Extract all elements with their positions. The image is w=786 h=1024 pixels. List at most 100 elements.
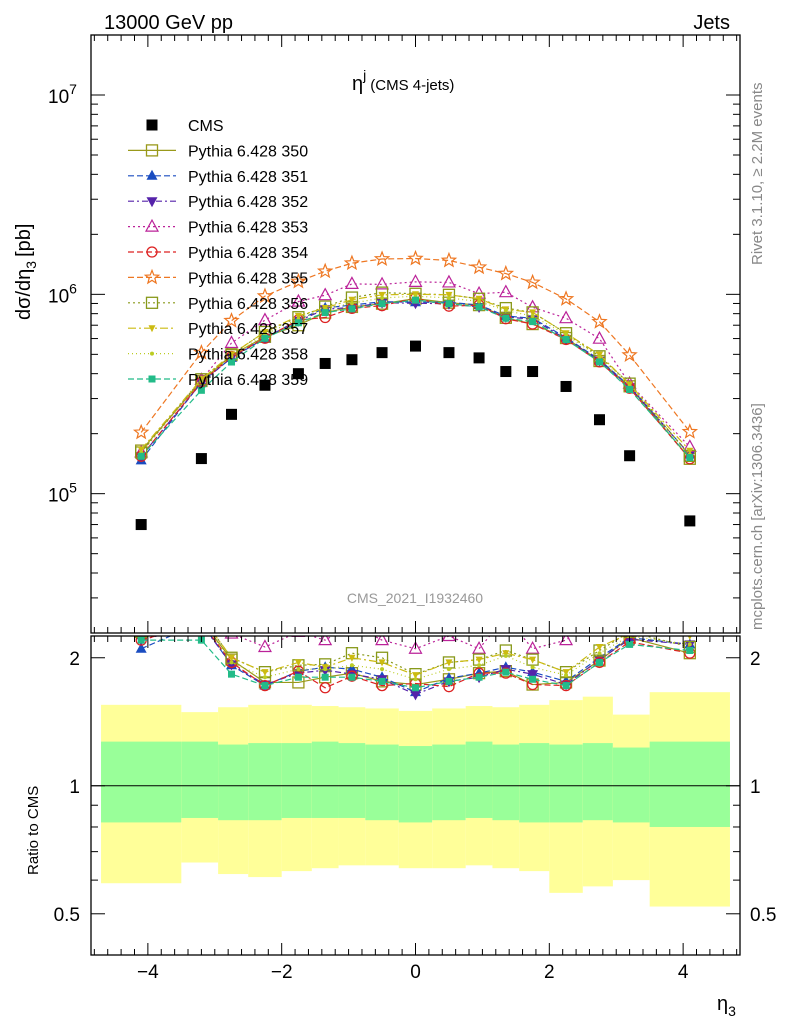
ratio-line — [235, 636, 573, 650]
legend-label: Pythia 6.428 355 — [188, 270, 308, 287]
legend-marker — [145, 296, 159, 309]
cms-point — [376, 347, 388, 359]
series-point — [499, 301, 512, 315]
rivet-label: Rivet 3.1.10, ≥ 2.2M events — [749, 83, 766, 266]
series-point — [373, 250, 391, 266]
x-tick-label: 4 — [678, 962, 689, 983]
ratio-line — [141, 636, 690, 689]
ratio-tick-label-right: 2 — [750, 649, 761, 670]
ratio-point — [560, 679, 572, 692]
series-point — [445, 300, 453, 308]
series-point — [445, 291, 453, 299]
series-point — [197, 386, 205, 394]
series-point — [477, 299, 482, 304]
ratio-point — [262, 675, 267, 680]
series-point — [407, 249, 424, 266]
ratio-point — [412, 672, 419, 680]
legend-entry-9: Pythia 6.428 358 — [128, 347, 308, 364]
ratio-tick-label-right: 1 — [750, 777, 761, 798]
series-point — [529, 309, 537, 317]
band-green — [338, 743, 366, 818]
axes-frames: −4 −2 0 2 4 105 106 107 0.5 0.5 1 1 2 2 — [48, 34, 776, 983]
cms-point — [473, 352, 485, 364]
legend-marker — [145, 144, 159, 157]
ratio-tick-label-left: 1 — [69, 777, 80, 798]
legend-marker-cms — [146, 119, 158, 131]
ratio-point — [686, 647, 694, 655]
series-point — [441, 274, 456, 288]
series-point — [502, 314, 510, 322]
ratio-point — [261, 682, 269, 690]
ratio-point — [626, 640, 634, 648]
series-point — [681, 423, 699, 439]
main-plot-series — [132, 249, 699, 465]
series-point — [626, 385, 634, 393]
ratio-point — [559, 666, 573, 679]
legend-label: Pythia 6.428 352 — [188, 194, 308, 211]
series-point — [132, 423, 150, 440]
series-line — [140, 281, 691, 453]
ratio-point — [595, 643, 603, 651]
uncertainty-bands — [101, 692, 730, 907]
series-point — [256, 287, 274, 304]
series-point — [348, 305, 356, 313]
series-point — [562, 336, 570, 344]
series-point — [294, 312, 302, 320]
cms-point — [500, 366, 512, 378]
legend-label: Pythia 6.428 359 — [188, 372, 308, 389]
legend-label: Pythia 6.428 357 — [188, 321, 308, 338]
series-point — [530, 313, 535, 318]
legend-label: Pythia 6.428 353 — [188, 220, 308, 237]
ratio-point — [228, 670, 236, 678]
series-point — [137, 446, 145, 454]
series-point — [349, 301, 354, 306]
band-green — [612, 747, 650, 823]
series-point — [318, 287, 333, 301]
series-point — [137, 452, 145, 460]
series-point — [524, 273, 541, 290]
series-point — [686, 447, 694, 455]
x-tick-label: −4 — [137, 962, 159, 983]
series-point — [229, 354, 234, 359]
legend-marker — [148, 325, 156, 333]
ratio-point — [294, 659, 302, 667]
legend-marker — [143, 268, 161, 285]
ratio-point — [257, 639, 272, 653]
ratio-point — [477, 663, 482, 668]
ratio-point — [378, 659, 386, 667]
ratio-point — [441, 636, 456, 642]
band-green — [281, 743, 312, 818]
series-point — [316, 262, 334, 279]
series-point — [564, 332, 569, 337]
mcplots-label: mcplots.cern.ch [arXiv:1306.3436] — [749, 403, 766, 630]
ratio-point — [475, 673, 483, 681]
series-point — [529, 318, 537, 326]
ratio-point — [597, 651, 602, 656]
chart-title: ηj(CMS 4-jets) — [352, 67, 454, 95]
ratio-point — [502, 668, 510, 676]
series-point — [195, 373, 208, 386]
series-point — [470, 258, 488, 275]
ratio-point — [475, 656, 483, 664]
legend-label: Pythia 6.428 356 — [188, 296, 308, 313]
ratio-point — [348, 673, 356, 681]
series-point — [408, 274, 423, 287]
ratio-point — [525, 640, 540, 654]
legend-marker — [146, 197, 158, 208]
legend-entry-6: Pythia 6.428 355 — [128, 268, 308, 287]
series-point — [223, 312, 240, 328]
series-point — [595, 358, 603, 366]
band-green — [549, 744, 583, 823]
legend-marker — [146, 169, 158, 180]
ratio-point — [593, 656, 606, 669]
cms-point — [259, 379, 271, 391]
band-green — [218, 744, 249, 821]
cms-data-points — [135, 340, 696, 531]
cms-point — [624, 450, 636, 462]
ratio-point — [413, 677, 418, 682]
y-tick-label: 107 — [48, 81, 77, 108]
series-point — [348, 296, 356, 304]
cms-point — [292, 368, 304, 380]
legend-entry-7: Pythia 6.428 356 — [128, 296, 308, 313]
